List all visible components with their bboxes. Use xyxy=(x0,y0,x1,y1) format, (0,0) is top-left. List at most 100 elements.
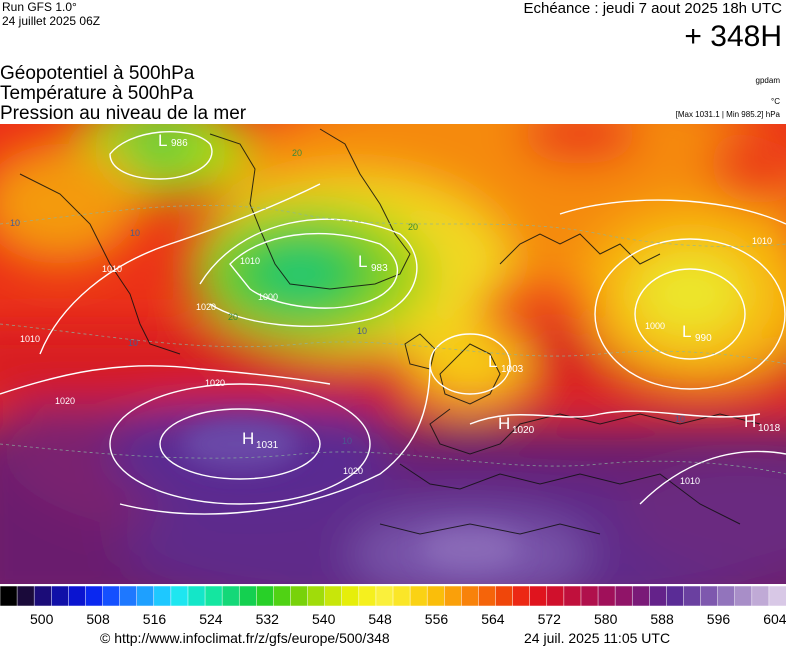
isobar-label: 1010 xyxy=(20,334,40,344)
colorbar-swatch xyxy=(68,586,87,606)
pressure-center-value: 1020 xyxy=(512,425,535,436)
colorbar-swatch xyxy=(85,586,104,606)
low-pressure-center: L 990 xyxy=(682,322,712,344)
colorbar-swatch xyxy=(495,586,514,606)
colorbar-swatch xyxy=(238,586,258,606)
pressure-centers: L 986 L 983 L 990 L 1003 H 1031 H 1020 H… xyxy=(158,131,781,451)
colorbar-swatch xyxy=(33,586,53,606)
pressure-center-value: 983 xyxy=(371,263,388,274)
temperature-label: 10 xyxy=(675,414,685,424)
colorbar-swatch xyxy=(461,586,480,606)
colorbar-swatch xyxy=(358,586,377,606)
coastlines xyxy=(19,128,761,535)
high-pressure-center: H 1031 xyxy=(242,429,279,451)
colorbar-swatch xyxy=(631,586,651,606)
footer-source-url[interactable]: © http://www.infoclimat.fr/z/gfs/europe/… xyxy=(100,630,390,646)
low-pressure-center: L 986 xyxy=(158,131,188,150)
colorbar-swatch xyxy=(341,586,360,606)
weather-map: 1010 1010 1020 1020 1000 1010 1000 1010 … xyxy=(0,124,786,584)
lead-time: + 348H xyxy=(684,20,782,53)
colorbar-swatch xyxy=(136,586,155,606)
isobar-labels: 1010 1010 1020 1020 1000 1010 1000 1010 … xyxy=(20,236,772,486)
isobar-label: 1000 xyxy=(258,292,278,302)
high-pressure-center: H 1020 xyxy=(498,414,535,436)
colorbar-swatch xyxy=(597,586,616,606)
colorbar-swatch xyxy=(51,586,70,606)
colorbar-tick-label: 548 xyxy=(368,611,392,627)
colorbar-swatch xyxy=(307,586,326,606)
isobar-label: 1000 xyxy=(645,321,665,331)
pressure-range: [Max 1031.1 | Min 985.2] hPa xyxy=(675,110,780,119)
colorbar-tick-label: 604 xyxy=(763,611,786,627)
colorbar-labels: 500 508 516 524 532 540 548 556 564 572 580 588 596 6… xyxy=(0,610,786,628)
pressure-center-value: 1003 xyxy=(501,364,524,375)
pressure-center-letter: L xyxy=(158,131,167,150)
colorbar-tick-label: 580 xyxy=(594,611,618,627)
unit-geopotential: gpdam xyxy=(755,76,780,85)
colorbar-swatch xyxy=(768,586,786,606)
colorbar-swatch xyxy=(273,586,292,606)
colorbar-tick-label: 524 xyxy=(199,611,223,627)
temperature-label: 20 xyxy=(408,222,418,232)
colorbar-swatch xyxy=(512,586,531,606)
colorbar-tick-label: 564 xyxy=(481,611,505,627)
run-date: 24 juillet 2025 06Z xyxy=(2,14,101,28)
isobar-label: 1010 xyxy=(752,236,772,246)
isobar-label: 1020 xyxy=(343,466,363,476)
colorbar-swatch xyxy=(375,586,394,606)
pressure-center-letter: L xyxy=(488,352,497,371)
pressure-center-value: 990 xyxy=(695,333,712,344)
colorbar-swatch xyxy=(204,586,223,606)
colorbar-tick-label: 588 xyxy=(650,611,674,627)
isobars xyxy=(0,131,786,515)
colorbar-swatch xyxy=(187,586,206,606)
colorbar-swatch xyxy=(426,586,446,606)
colorbar-swatch xyxy=(546,586,565,606)
isotherms xyxy=(0,205,786,475)
low-pressure-center: L 983 xyxy=(358,252,388,274)
temperature-label: 10 xyxy=(342,436,352,446)
colorbar-swatch xyxy=(290,586,309,606)
colorbar-tick-label: 556 xyxy=(424,611,449,627)
colorbar-swatch xyxy=(409,586,428,606)
colorbar-swatch xyxy=(751,586,770,606)
valid-time-label: Echéance : jeudi 7 aout 2025 18h UTC xyxy=(523,0,782,17)
pressure-center-letter: H xyxy=(744,412,756,431)
colorbar-tick-label: 516 xyxy=(142,611,167,627)
field-title-pressure: Pression au niveau de la mer xyxy=(0,103,247,124)
colorbar-swatch xyxy=(478,586,497,606)
colorbar-swatch xyxy=(649,586,668,606)
isobar-label: 1020 xyxy=(55,396,75,406)
pressure-center-value: 1031 xyxy=(256,440,279,451)
isobar-label: 1010 xyxy=(102,264,122,274)
colorbar-tick-label: 500 xyxy=(30,611,54,627)
colorbar-tick-label: 540 xyxy=(312,611,336,627)
isobar-label: 1020 xyxy=(205,378,225,388)
colorbar-swatch xyxy=(700,586,719,606)
colorbar-swatch xyxy=(580,586,599,606)
high-pressure-center: H 1018 xyxy=(744,412,781,434)
temperature-label: 10 xyxy=(357,326,367,336)
colorbar-swatch xyxy=(0,586,18,606)
isobar-label: 1010 xyxy=(680,476,700,486)
colorbar-tick-label: 596 xyxy=(706,611,731,627)
colorbar-swatch xyxy=(734,586,753,606)
temperature-label: 20 xyxy=(292,148,302,158)
isobar-label: 1020 xyxy=(196,302,216,312)
temperature-label: 10 xyxy=(10,218,20,228)
temperature-label: 20 xyxy=(228,312,238,322)
run-label: Run GFS 1.0° xyxy=(2,0,77,14)
pressure-center-value: 1018 xyxy=(758,423,781,434)
footer-timestamp: 24 juil. 2025 11:05 UTC xyxy=(524,630,671,646)
colorbar-swatch xyxy=(256,586,275,606)
colorbar-tick-label: 532 xyxy=(255,611,279,627)
pressure-center-letter: L xyxy=(358,252,367,271)
geopotential-shading xyxy=(0,124,786,584)
colorbar-swatch xyxy=(392,586,411,606)
temperature-label: 10 xyxy=(128,338,138,348)
unit-temperature: °C xyxy=(771,97,780,106)
colorbar-tick-label: 508 xyxy=(86,611,110,627)
colorbar-swatch xyxy=(119,586,138,606)
isobar-label: 1010 xyxy=(240,256,260,266)
pressure-center-letter: L xyxy=(682,322,691,341)
